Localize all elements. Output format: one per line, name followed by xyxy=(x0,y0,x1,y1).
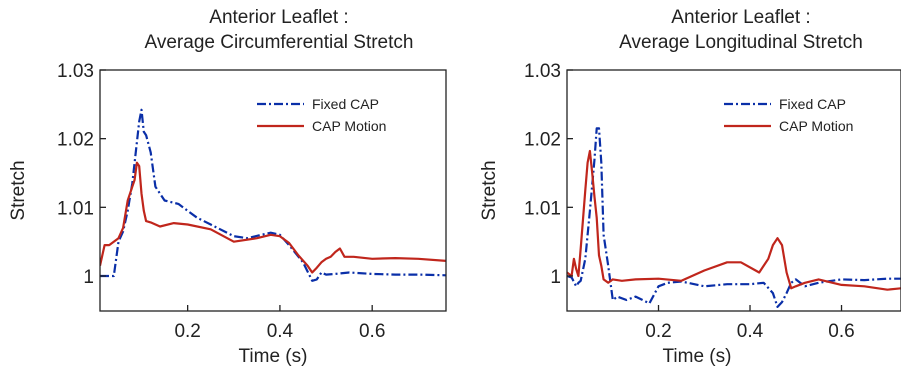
plot-frame xyxy=(99,69,447,312)
chart-title-line-2: Average Longitudinal Stretch xyxy=(619,32,863,53)
series-line-fixed-cap xyxy=(567,127,901,308)
x-tick-label: 0.2 xyxy=(174,321,200,342)
y-tick-label: 1.03 xyxy=(524,61,561,82)
x-axis-label: Time (s) xyxy=(239,346,308,367)
plot-frame xyxy=(566,69,901,312)
y-tick-label: 1.01 xyxy=(524,198,561,219)
x-tick-label: 0.6 xyxy=(828,321,854,342)
series-line-cap-motion xyxy=(567,149,901,291)
series-line-fixed-cap xyxy=(100,108,446,282)
y-tick-label: 1 xyxy=(550,267,561,288)
chart-title-line-2: Average Circumferential Stretch xyxy=(145,32,414,53)
legend-label-cap-motion: CAP Motion xyxy=(312,118,386,134)
y-tick-label: 1.02 xyxy=(57,130,94,151)
x-tick-label: 0.2 xyxy=(645,321,671,342)
legend-label-cap-motion: CAP Motion xyxy=(779,118,853,134)
y-tick-label: 1.01 xyxy=(57,198,94,219)
x-tick-label: 0.4 xyxy=(737,321,764,342)
y-axis-label: Stretch xyxy=(8,160,29,220)
y-tick-label: 1.02 xyxy=(524,130,561,151)
chart-panel-1: Anterior Leaflet : Average Circumferentia… xyxy=(8,7,447,367)
x-tick-label: 0.4 xyxy=(267,321,294,342)
chart-title-line-1: Anterior Leaflet : xyxy=(209,7,348,28)
chart-title-line-1: Anterior Leaflet : xyxy=(671,7,810,28)
series-line-cap-motion xyxy=(100,161,446,274)
legend-label-fixed-cap: Fixed CAP xyxy=(312,96,379,112)
x-tick-label: 0.6 xyxy=(359,321,385,342)
y-tick-label: 1.03 xyxy=(57,61,94,82)
x-axis-label: Time (s) xyxy=(663,346,732,367)
chart-panel-2: Anterior Leaflet : Average Longitudinal S… xyxy=(479,7,901,367)
y-axis-label: Stretch xyxy=(479,160,500,220)
y-tick-label: 1 xyxy=(83,267,94,288)
legend-label-fixed-cap: Fixed CAP xyxy=(779,96,846,112)
